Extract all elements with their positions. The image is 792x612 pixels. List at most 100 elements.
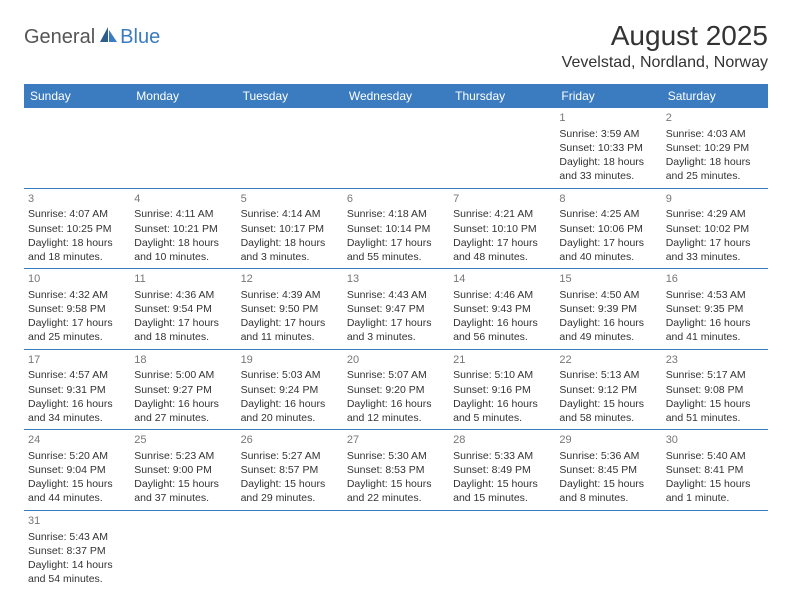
calendar-cell: 6Sunrise: 4:18 AMSunset: 10:14 PMDayligh… (343, 188, 449, 269)
day-number: 20 (347, 353, 445, 368)
sunset-text: Sunset: 9:24 PM (241, 383, 339, 397)
day-header: Friday (555, 84, 661, 108)
daylight-text: Daylight: 16 hours (28, 397, 126, 411)
calendar-cell: 3Sunrise: 4:07 AMSunset: 10:25 PMDayligh… (24, 188, 130, 269)
sunrise-text: Sunrise: 4:18 AM (347, 207, 445, 221)
sunrise-text: Sunrise: 5:40 AM (666, 449, 764, 463)
sunrise-text: Sunrise: 4:25 AM (559, 207, 657, 221)
calendar-cell (130, 108, 236, 188)
calendar-cell (24, 108, 130, 188)
daylight-text: and 10 minutes. (134, 250, 232, 264)
daylight-text: and 27 minutes. (134, 411, 232, 425)
sunrise-text: Sunrise: 5:13 AM (559, 368, 657, 382)
sunrise-text: Sunrise: 5:17 AM (666, 368, 764, 382)
sunrise-text: Sunrise: 5:23 AM (134, 449, 232, 463)
day-number: 22 (559, 353, 657, 368)
daylight-text: Daylight: 17 hours (28, 316, 126, 330)
sunset-text: Sunset: 9:20 PM (347, 383, 445, 397)
day-number: 12 (241, 272, 339, 287)
sunset-text: Sunset: 8:45 PM (559, 463, 657, 477)
sunset-text: Sunset: 9:39 PM (559, 302, 657, 316)
sunrise-text: Sunrise: 4:11 AM (134, 207, 232, 221)
day-number: 13 (347, 272, 445, 287)
daylight-text: Daylight: 15 hours (28, 477, 126, 491)
calendar-cell: 24Sunrise: 5:20 AMSunset: 9:04 PMDayligh… (24, 430, 130, 511)
daylight-text: Daylight: 17 hours (134, 316, 232, 330)
calendar-cell: 17Sunrise: 4:57 AMSunset: 9:31 PMDayligh… (24, 349, 130, 430)
calendar-cell: 25Sunrise: 5:23 AMSunset: 9:00 PMDayligh… (130, 430, 236, 511)
calendar-cell: 14Sunrise: 4:46 AMSunset: 9:43 PMDayligh… (449, 269, 555, 350)
sunrise-text: Sunrise: 4:50 AM (559, 288, 657, 302)
sunrise-text: Sunrise: 5:30 AM (347, 449, 445, 463)
daylight-text: Daylight: 16 hours (666, 316, 764, 330)
daylight-text: and 55 minutes. (347, 250, 445, 264)
calendar-row: 1Sunrise: 3:59 AMSunset: 10:33 PMDayligh… (24, 108, 768, 188)
sunrise-text: Sunrise: 4:07 AM (28, 207, 126, 221)
daylight-text: and 8 minutes. (559, 491, 657, 505)
header: General Blue August 2025 Vevelstad, Nord… (24, 20, 768, 72)
daylight-text: and 3 minutes. (241, 250, 339, 264)
sunset-text: Sunset: 9:47 PM (347, 302, 445, 316)
daylight-text: and 22 minutes. (347, 491, 445, 505)
sunrise-text: Sunrise: 5:20 AM (28, 449, 126, 463)
daylight-text: and 5 minutes. (453, 411, 551, 425)
logo-text-general: General (24, 26, 95, 49)
daylight-text: Daylight: 16 hours (347, 397, 445, 411)
daylight-text: Daylight: 16 hours (453, 397, 551, 411)
sunset-text: Sunset: 10:25 PM (28, 222, 126, 236)
daylight-text: and 34 minutes. (28, 411, 126, 425)
calendar-cell: 29Sunrise: 5:36 AMSunset: 8:45 PMDayligh… (555, 430, 661, 511)
daylight-text: Daylight: 17 hours (666, 236, 764, 250)
day-header: Monday (130, 84, 236, 108)
daylight-text: and 33 minutes. (666, 250, 764, 264)
daylight-text: Daylight: 18 hours (241, 236, 339, 250)
daylight-text: and 20 minutes. (241, 411, 339, 425)
daylight-text: Daylight: 15 hours (241, 477, 339, 491)
sunset-text: Sunset: 8:53 PM (347, 463, 445, 477)
daylight-text: Daylight: 16 hours (241, 397, 339, 411)
sunset-text: Sunset: 10:29 PM (666, 141, 764, 155)
calendar-cell: 19Sunrise: 5:03 AMSunset: 9:24 PMDayligh… (237, 349, 343, 430)
sunrise-text: Sunrise: 5:03 AM (241, 368, 339, 382)
calendar-row: 24Sunrise: 5:20 AMSunset: 9:04 PMDayligh… (24, 430, 768, 511)
sunset-text: Sunset: 10:02 PM (666, 222, 764, 236)
sunset-text: Sunset: 8:41 PM (666, 463, 764, 477)
sunrise-text: Sunrise: 4:36 AM (134, 288, 232, 302)
sunrise-text: Sunrise: 4:32 AM (28, 288, 126, 302)
sunrise-text: Sunrise: 4:21 AM (453, 207, 551, 221)
day-number: 16 (666, 272, 764, 287)
calendar-cell (130, 510, 236, 590)
calendar-cell: 9Sunrise: 4:29 AMSunset: 10:02 PMDayligh… (662, 188, 768, 269)
day-number: 4 (134, 192, 232, 207)
calendar-cell: 13Sunrise: 4:43 AMSunset: 9:47 PMDayligh… (343, 269, 449, 350)
calendar-cell: 20Sunrise: 5:07 AMSunset: 9:20 PMDayligh… (343, 349, 449, 430)
daylight-text: Daylight: 17 hours (347, 316, 445, 330)
calendar-cell: 26Sunrise: 5:27 AMSunset: 8:57 PMDayligh… (237, 430, 343, 511)
sunset-text: Sunset: 10:10 PM (453, 222, 551, 236)
day-number: 29 (559, 433, 657, 448)
day-header: Thursday (449, 84, 555, 108)
calendar-cell: 28Sunrise: 5:33 AMSunset: 8:49 PMDayligh… (449, 430, 555, 511)
daylight-text: and 12 minutes. (347, 411, 445, 425)
day-number: 3 (28, 192, 126, 207)
calendar-cell (343, 510, 449, 590)
day-header: Sunday (24, 84, 130, 108)
calendar-cell: 4Sunrise: 4:11 AMSunset: 10:21 PMDayligh… (130, 188, 236, 269)
calendar-row: 3Sunrise: 4:07 AMSunset: 10:25 PM Dayligh… (24, 188, 768, 269)
day-number: 23 (666, 353, 764, 368)
daylight-text: Daylight: 15 hours (666, 397, 764, 411)
sunrise-text: Sunrise: 5:43 AM (28, 530, 126, 544)
day-number: 15 (559, 272, 657, 287)
calendar-cell: 22Sunrise: 5:13 AMSunset: 9:12 PMDayligh… (555, 349, 661, 430)
day-number: 19 (241, 353, 339, 368)
day-number: 26 (241, 433, 339, 448)
sunset-text: Sunset: 8:49 PM (453, 463, 551, 477)
sunset-text: Sunset: 10:06 PM (559, 222, 657, 236)
sunset-text: Sunset: 9:58 PM (28, 302, 126, 316)
sunrise-text: Sunrise: 4:14 AM (241, 207, 339, 221)
sunset-text: Sunset: 10:14 PM (347, 222, 445, 236)
calendar-cell: 11Sunrise: 4:36 AMSunset: 9:54 PMDayligh… (130, 269, 236, 350)
sunrise-text: Sunrise: 5:27 AM (241, 449, 339, 463)
daylight-text: Daylight: 18 hours (134, 236, 232, 250)
daylight-text: and 33 minutes. (559, 169, 657, 183)
